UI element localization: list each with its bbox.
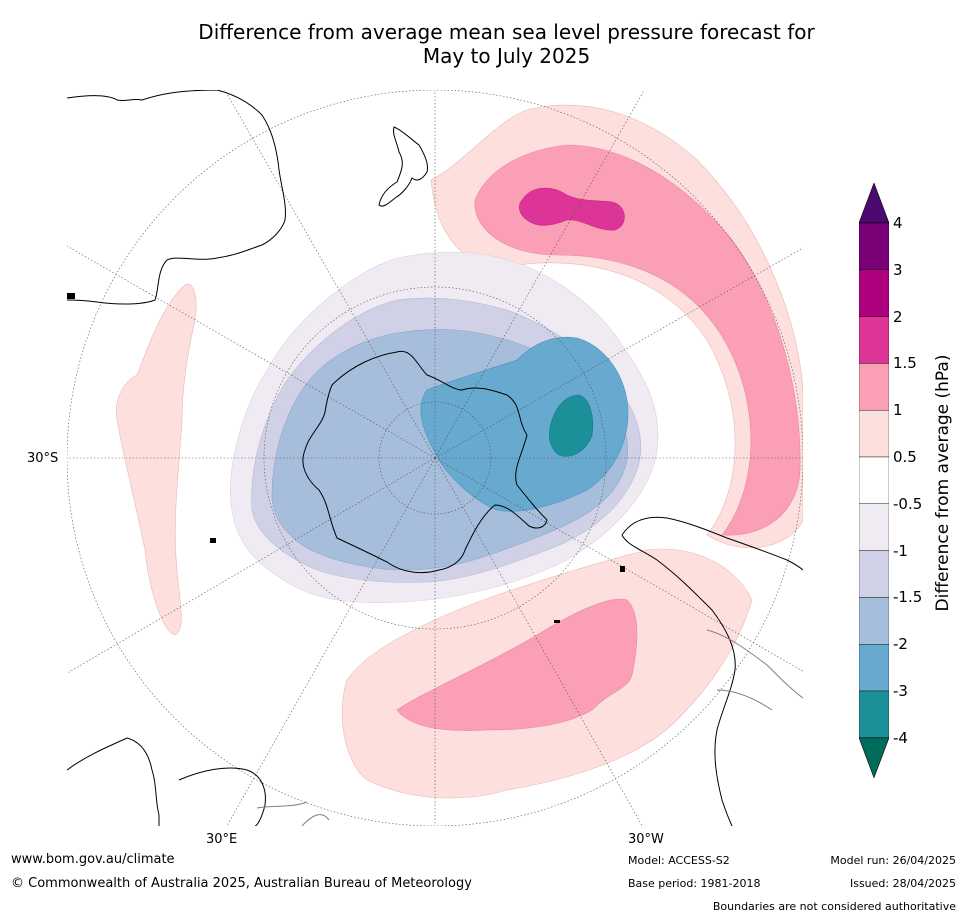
australia-coastline bbox=[67, 90, 286, 305]
island-south-georgia bbox=[554, 620, 560, 623]
island-kerguelen bbox=[210, 538, 216, 543]
pos-anomaly-west-light bbox=[116, 283, 197, 636]
colorbar-tick-label: 0.5 bbox=[893, 448, 917, 466]
africa-coastline bbox=[67, 737, 160, 826]
footer-disclaimer: Boundaries are not considered authoritat… bbox=[712, 900, 956, 913]
antarctica-coastline bbox=[302, 350, 548, 574]
colorbar bbox=[859, 183, 889, 779]
island-heard bbox=[67, 293, 75, 299]
pos-anomaly-north-east-high bbox=[518, 187, 625, 231]
madagascar-coastline bbox=[178, 767, 266, 826]
neg-anomaly-peak bbox=[549, 394, 594, 457]
lon-label-30e: 30°E bbox=[206, 832, 238, 847]
colorbar-segment bbox=[859, 597, 889, 645]
colorbar-tick-label: 1.5 bbox=[893, 354, 917, 373]
graticule bbox=[67, 90, 803, 826]
colorbar-extend-bottom bbox=[859, 737, 889, 779]
footer-base-period: Base period: 1981-2018 bbox=[628, 877, 761, 890]
colorbar-tick-label: 4 bbox=[893, 214, 903, 232]
south-america-coastline bbox=[621, 516, 803, 826]
pos-anomaly-south-mid bbox=[396, 598, 638, 731]
title-line-2: May to July 2025 bbox=[422, 44, 591, 68]
pos-anomaly-north-east-mid bbox=[474, 144, 801, 536]
footer-issued: Issued: 28/04/2025 bbox=[849, 877, 956, 890]
footer-model-run: Model run: 26/04/2025 bbox=[830, 854, 956, 867]
colorbar-tick-label: 2 bbox=[893, 307, 903, 326]
colorbar-segment bbox=[859, 269, 889, 317]
colorbar-segment bbox=[859, 456, 889, 504]
footer-url[interactable]: www.bom.gov.au/climate bbox=[11, 852, 175, 867]
colorbar-segment bbox=[859, 222, 889, 270]
colorbar-segment bbox=[859, 550, 889, 598]
colorbar-segment bbox=[859, 363, 889, 411]
colorbar-segment bbox=[859, 644, 889, 692]
colorbar-tick-label: -1 bbox=[893, 541, 908, 560]
title-line-1: Difference from average mean sea level p… bbox=[198, 20, 815, 44]
colorbar-tick-label: 3 bbox=[893, 260, 903, 279]
colorbar-tick-label: -1.5 bbox=[893, 588, 923, 607]
africa-boundaries bbox=[256, 801, 330, 826]
new-zealand-coastline bbox=[378, 126, 428, 207]
south-america-boundaries bbox=[706, 629, 803, 711]
colorbar-tick-label: -3 bbox=[893, 682, 908, 700]
chart-title: Difference from average mean sea level p… bbox=[0, 20, 965, 68]
colorbar-tick-label: 1 bbox=[893, 401, 903, 420]
colorbar-tick-label: -2 bbox=[893, 635, 908, 654]
footer-model: Model: ACCESS-S2 bbox=[628, 854, 730, 867]
colorbar-tick-label: -0.5 bbox=[893, 494, 923, 513]
lat-label-30s: 30°S bbox=[27, 451, 59, 466]
polar-map bbox=[67, 90, 803, 826]
neg-anomaly-strong bbox=[420, 336, 629, 512]
colorbar-extend-top bbox=[859, 183, 889, 224]
colorbar-title: Difference from average (hPa) bbox=[933, 354, 953, 612]
colorbar-segment bbox=[859, 316, 889, 364]
colorbar-tick-label: -4 bbox=[893, 728, 908, 747]
colorbar-segment bbox=[859, 503, 889, 551]
colorbar-segment bbox=[859, 690, 889, 738]
lon-label-30w: 30°W bbox=[628, 832, 664, 847]
island-falklands bbox=[620, 566, 625, 572]
colorbar-segment bbox=[859, 409, 889, 458]
footer-copyright: © Commonwealth of Australia 2025, Austra… bbox=[11, 876, 472, 891]
